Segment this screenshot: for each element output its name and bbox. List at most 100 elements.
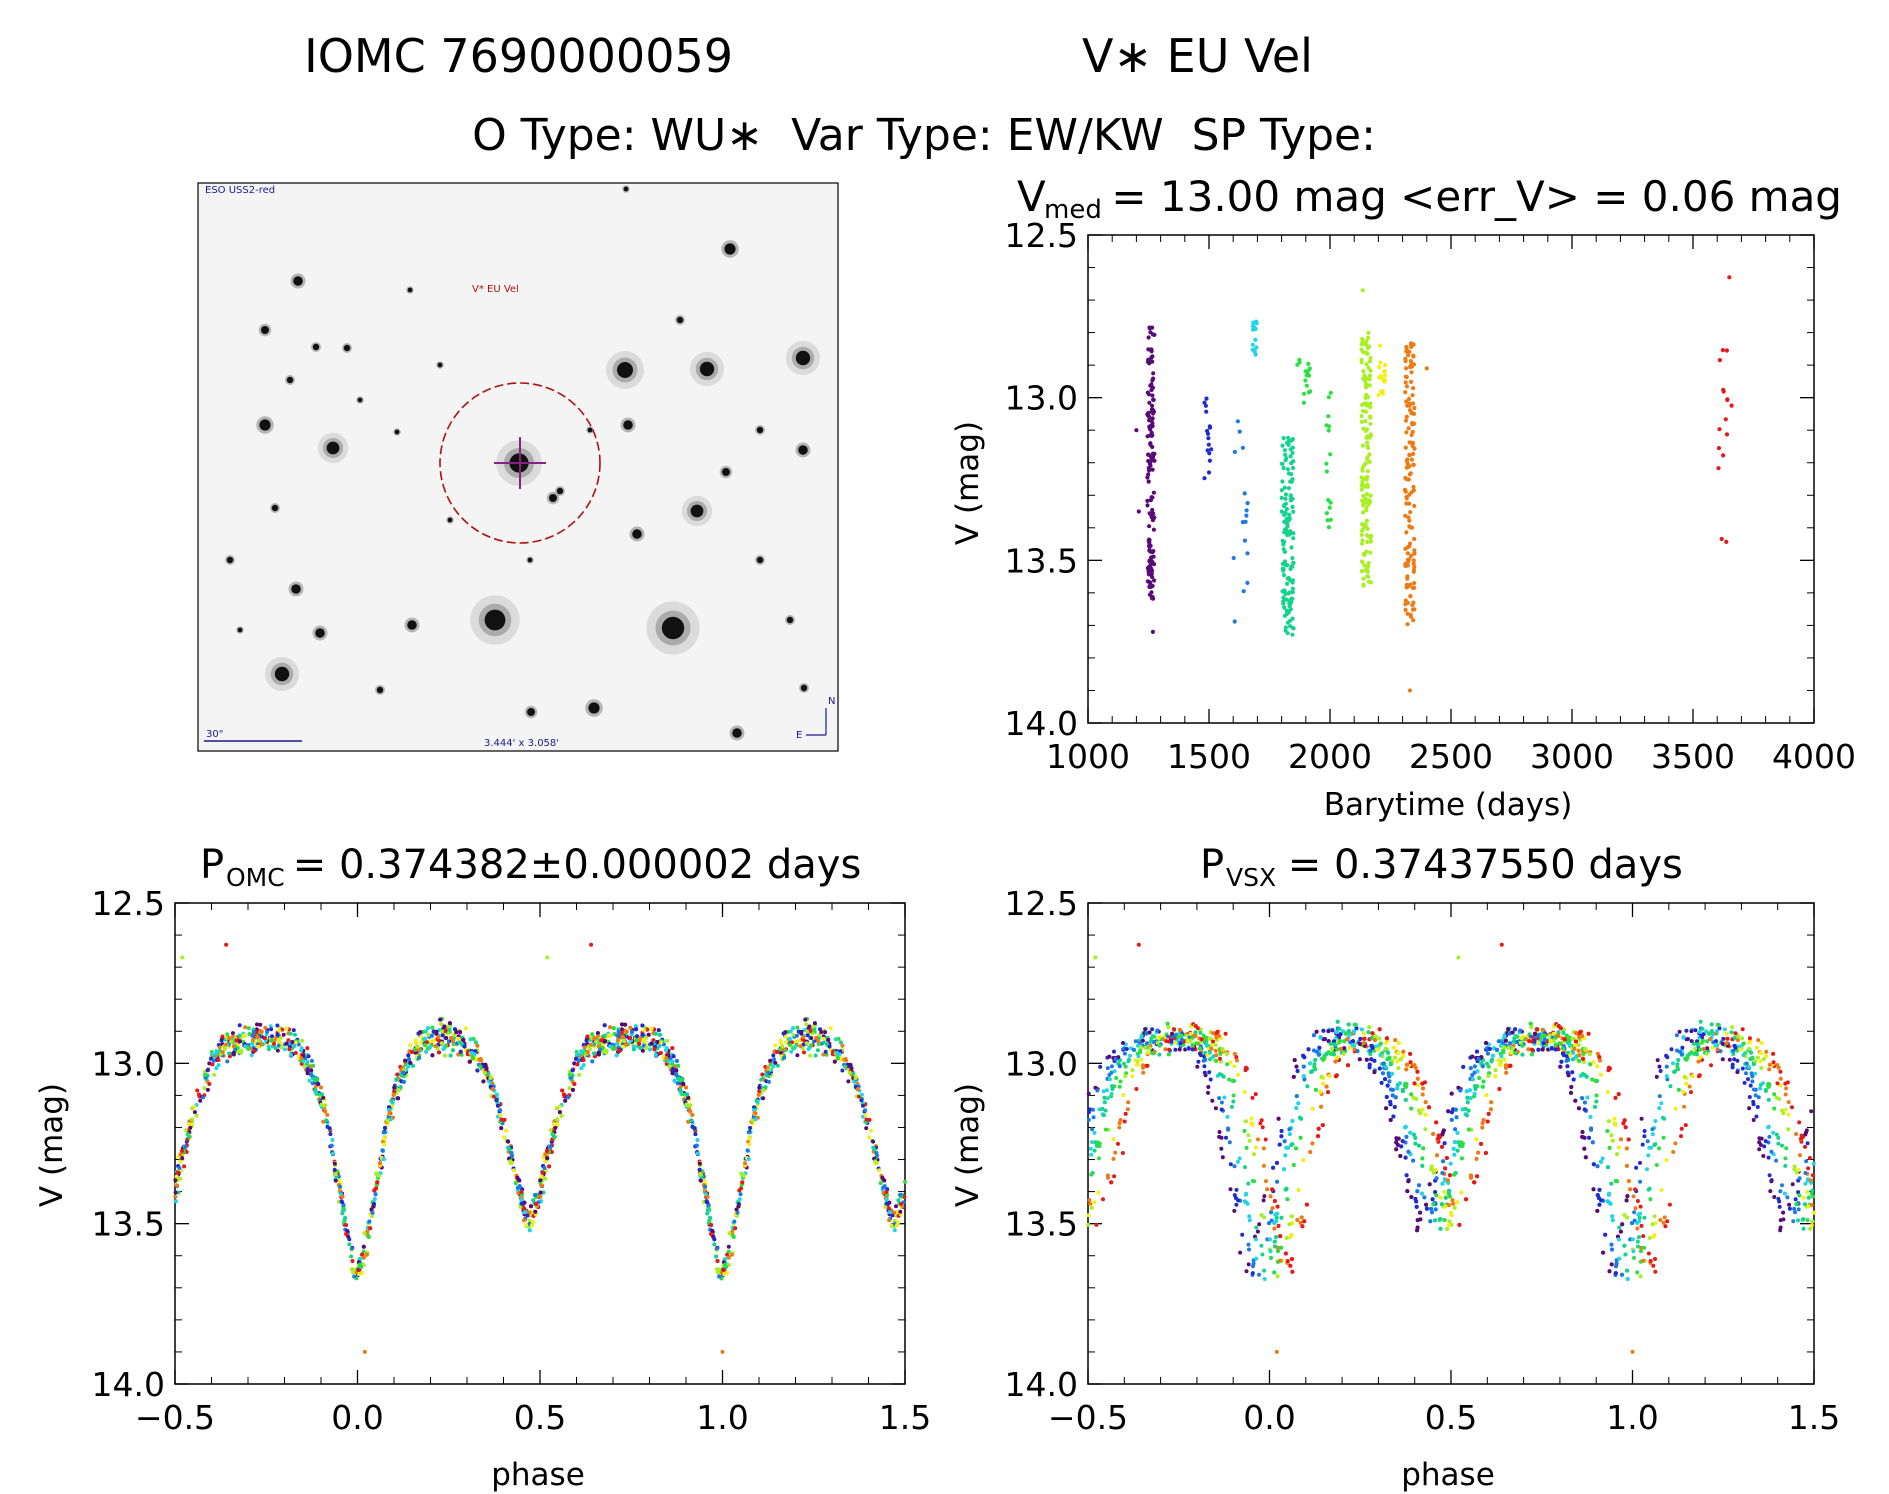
phase-point <box>1477 1076 1482 1080</box>
phase-vsx-title-main: P <box>1200 842 1224 888</box>
phase-point <box>784 1040 789 1045</box>
phase-point <box>1346 1063 1350 1068</box>
phase-point <box>403 1058 408 1063</box>
y-tick-label: 13.5 <box>92 1205 165 1244</box>
phase-point <box>217 1045 222 1050</box>
lightcurve-point <box>1725 397 1730 403</box>
lightcurve-point <box>1326 428 1331 433</box>
y-tick-label: 14.0 <box>1005 704 1078 743</box>
lightcurve-point <box>1365 344 1370 349</box>
lightcurve-panel: V med = 13.00 mag <err_V> = 0.06 mag 100… <box>950 172 1856 823</box>
phase-point <box>426 1026 430 1031</box>
phase-point <box>628 1025 633 1030</box>
phase-point <box>527 1228 532 1233</box>
phase-point <box>446 1024 451 1029</box>
phase-point <box>1665 1219 1670 1224</box>
survey-label: ESO USS2-red <box>205 185 275 196</box>
phase-point <box>1449 1091 1454 1096</box>
phase-point <box>611 1047 616 1051</box>
phase-point <box>311 1063 316 1068</box>
phase-point <box>227 1036 232 1041</box>
phase-point <box>596 1044 601 1049</box>
phase-point <box>1364 1057 1369 1062</box>
phase-point <box>855 1087 860 1092</box>
phase-point <box>1274 1235 1278 1240</box>
phase-point <box>1263 1179 1268 1184</box>
phase-point <box>1261 1198 1266 1203</box>
phase-point <box>1472 1180 1477 1185</box>
lightcurve-point <box>1205 431 1211 436</box>
phase-point <box>512 1168 516 1173</box>
phase-point <box>1287 1127 1292 1132</box>
lightcurve-point <box>1361 426 1366 431</box>
phase-point <box>859 1092 864 1097</box>
phase-point <box>1167 1047 1172 1052</box>
phase-point <box>1653 1257 1657 1261</box>
phase-point <box>506 1139 511 1144</box>
phase-point <box>671 1054 676 1059</box>
y-tick-label: 12.5 <box>92 884 165 923</box>
phase-point <box>608 1025 613 1030</box>
phase-point <box>611 1026 616 1031</box>
lightcurve-point <box>1361 483 1366 488</box>
phase-point <box>1650 1127 1655 1132</box>
lightcurve-point <box>1409 490 1414 495</box>
phase-point <box>661 1042 666 1047</box>
phase-point <box>795 1053 800 1058</box>
phase-point <box>1780 1143 1784 1148</box>
phase-point <box>813 1053 818 1058</box>
phase-point <box>1418 1210 1423 1215</box>
phase-point <box>570 1068 575 1073</box>
phase-point <box>1484 1041 1488 1045</box>
phase-point <box>633 1024 638 1029</box>
lightcurve-point <box>1147 418 1152 423</box>
lightcurve-ylabel: V (mag) <box>950 421 986 545</box>
phase-point <box>658 1051 663 1055</box>
phase-point <box>1420 1092 1425 1097</box>
phase-point <box>1398 1057 1403 1062</box>
phase-point <box>1661 1135 1666 1140</box>
phase-point <box>750 1118 755 1123</box>
lightcurve-point <box>1284 612 1289 617</box>
phase-point <box>1593 1104 1597 1109</box>
finder-star <box>407 287 413 293</box>
lightcurve-point <box>1147 524 1152 529</box>
phase-point <box>572 1082 577 1086</box>
lightcurve-point <box>1149 409 1154 414</box>
finder-star <box>357 397 363 403</box>
phase-point <box>414 1041 419 1046</box>
lightcurve-point <box>1729 403 1734 408</box>
phase-point <box>725 1271 730 1275</box>
phase-point <box>816 1039 821 1044</box>
phase-point <box>187 1122 192 1127</box>
phase-point <box>703 1184 707 1189</box>
phase-point <box>1377 1027 1382 1032</box>
lightcurve-point <box>1286 486 1291 491</box>
finder-star <box>376 686 384 694</box>
phase-point <box>791 1026 795 1031</box>
phase-point <box>1320 1123 1325 1128</box>
phase-point <box>1639 1223 1644 1228</box>
phase-point <box>273 1046 278 1050</box>
lightcurve-point <box>1383 363 1388 368</box>
phase-point <box>362 1231 367 1236</box>
lightcurve-point <box>1147 548 1152 553</box>
phase-point <box>585 1050 590 1055</box>
finder-star <box>437 362 443 368</box>
phase-point <box>902 1195 907 1199</box>
phase-point <box>307 1078 312 1083</box>
phase-point <box>1529 1025 1534 1030</box>
lightcurve-point <box>1149 571 1154 576</box>
lightcurve-point <box>1145 434 1150 439</box>
phase-point <box>231 1050 236 1055</box>
phase-point <box>280 1027 285 1032</box>
phase-point <box>461 1037 466 1042</box>
lightcurve-point <box>1288 493 1293 498</box>
lightcurve-point <box>1284 608 1289 613</box>
phase-point <box>325 1112 330 1117</box>
phase-point <box>1507 1063 1512 1068</box>
lightcurve-point <box>1359 532 1364 538</box>
lightcurve-point <box>1408 553 1414 559</box>
phase-point <box>545 1148 549 1153</box>
